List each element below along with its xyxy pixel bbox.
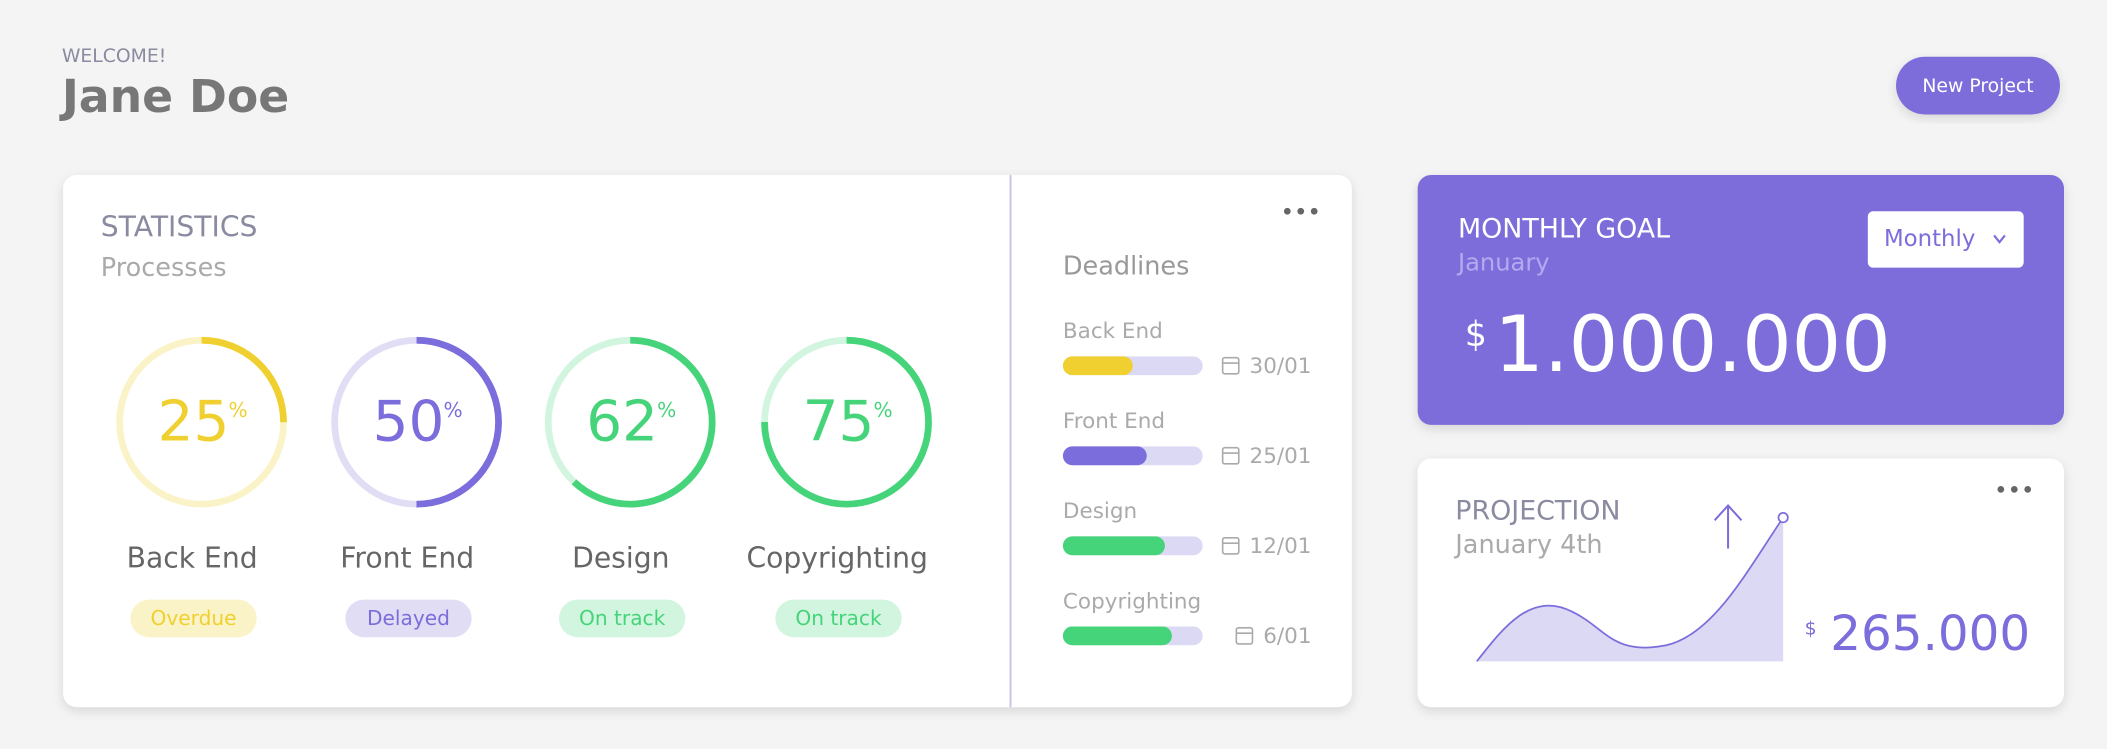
dropdown-bg[interactable] xyxy=(1867,211,2024,268)
status-pill xyxy=(775,599,902,638)
chevron[interactable] xyxy=(1993,234,2006,244)
goal-amount: 1.000.000 xyxy=(1494,300,1891,390)
deadline-name: Back End xyxy=(1063,319,1163,344)
calendar-icon xyxy=(1235,626,1254,645)
ring-progress xyxy=(544,336,716,508)
rings: 25 % Back End Overdue 50 % Front End Delayed 62%… xyxy=(116,336,932,638)
deadline-name: Front End xyxy=(1063,409,1165,434)
dot[interactable] xyxy=(1283,207,1291,215)
deadline-date: 30/01 xyxy=(1250,354,1312,379)
currency: $ xyxy=(1465,315,1487,355)
ring-unit: % xyxy=(228,398,247,422)
user-name: Jane Doe xyxy=(59,70,289,123)
deadlines-list: Back End 30/01 Front End 25/01 Design 12/01 Co… xyxy=(1062,319,1312,649)
button-label[interactable]: New Project xyxy=(1922,76,2033,97)
ring-value: 50 xyxy=(373,390,445,455)
dot[interactable] xyxy=(2010,486,2018,493)
currency: $ xyxy=(1805,619,1817,640)
status-pill xyxy=(559,599,686,638)
process-name: Front End xyxy=(340,541,474,574)
ring-value: 62 xyxy=(586,390,658,455)
status-pill xyxy=(130,599,257,638)
deadline-date: 12/01 xyxy=(1250,534,1312,559)
status-label: On track xyxy=(579,606,666,630)
dot[interactable] xyxy=(1310,207,1318,215)
projection-point xyxy=(1777,512,1789,524)
ring-progress xyxy=(331,336,502,508)
projection-title: PROJECTION xyxy=(1455,496,1620,527)
up-arrow xyxy=(1713,504,1743,549)
ring-progress xyxy=(116,336,287,508)
status-label: Overdue xyxy=(150,606,236,630)
deadline-name: Copyrighting xyxy=(1063,589,1201,614)
projection-line xyxy=(1476,517,1784,662)
period-dropdown[interactable]: Monthly xyxy=(1867,211,2024,268)
more-menu[interactable] xyxy=(1997,486,2032,493)
ring-unit: % xyxy=(443,398,462,422)
calendar-icon xyxy=(1221,536,1240,555)
deadlines-title: Deadlines xyxy=(1063,252,1190,282)
dot[interactable] xyxy=(1997,486,2005,493)
dropdown-label[interactable]: Monthly xyxy=(1884,226,1975,252)
calendar-icon xyxy=(1221,356,1240,375)
projection-amount: 265.000 xyxy=(1830,606,2030,662)
ring-unit: % xyxy=(657,398,676,422)
monthly-goal-subtitle: January xyxy=(1456,249,1550,277)
progress-bar xyxy=(1062,446,1147,466)
deadline-date: 25/01 xyxy=(1250,444,1312,469)
button-bg[interactable] xyxy=(1896,56,2060,115)
welcome: WELCOME! xyxy=(62,46,166,67)
process-name: Design xyxy=(572,541,669,574)
dot[interactable] xyxy=(1297,207,1305,215)
progress-bar xyxy=(1062,356,1133,376)
status-pill xyxy=(345,599,472,638)
statistics-title: STATISTICS xyxy=(101,211,258,244)
progress-bar xyxy=(1062,536,1165,556)
statistics-subtitle: Processes xyxy=(101,253,227,283)
monthly-goal-title: MONTHLY GOAL xyxy=(1458,214,1670,245)
progress-bar xyxy=(1062,626,1172,646)
deadline-name: Design xyxy=(1063,499,1137,524)
deadline-date: 6/01 xyxy=(1263,624,1311,649)
ring-value: 75 xyxy=(803,390,875,455)
process-name: Back End xyxy=(127,541,258,574)
process-name: Copyrighting xyxy=(746,541,927,574)
new-project-button[interactable]: New Project xyxy=(1896,56,2060,115)
dot[interactable] xyxy=(2024,486,2032,493)
status-label: On track xyxy=(795,606,882,630)
projection-subtitle: January 4th xyxy=(1453,530,1602,560)
status-label: Delayed xyxy=(367,606,450,630)
ring-unit: % xyxy=(873,398,892,422)
ring-value: 25 xyxy=(158,390,230,455)
calendar-icon xyxy=(1221,446,1240,465)
ring-progress xyxy=(761,336,932,508)
more-menu[interactable] xyxy=(1283,207,1318,215)
projection-area xyxy=(1476,517,1784,662)
